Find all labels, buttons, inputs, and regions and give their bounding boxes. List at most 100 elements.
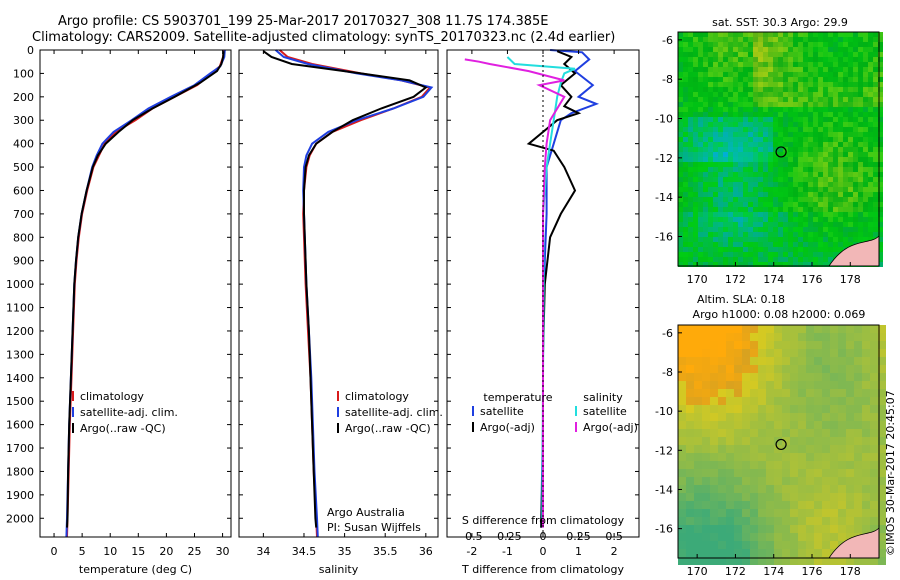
field-cell [858,167,863,172]
field-cell [862,349,870,357]
field-cell [688,217,693,222]
field-cell [878,397,886,405]
field-cell [683,57,688,62]
field-cell [833,127,838,132]
field-cell [738,207,743,212]
field-cell [808,182,813,187]
field-cell [766,365,774,373]
field-cell [808,257,813,262]
field-cell [798,67,803,72]
field-cell [782,413,790,421]
field-cell [750,509,758,517]
field-cell [742,541,750,549]
field-cell [678,509,686,517]
field-cell [838,107,843,112]
field-cell [818,102,823,107]
field-cell [790,437,798,445]
field-cell [723,197,728,202]
field-cell [803,227,808,232]
field-cell [743,262,748,267]
field-cell [726,477,734,485]
field-cell [703,42,708,47]
field-cell [823,92,828,97]
field-cell [688,192,693,197]
field-cell [868,152,873,157]
annotation-pi: PI: Susan Wijffels [327,521,421,534]
field-cell [778,232,783,237]
field-cell [806,469,814,477]
field-cell [878,97,883,102]
field-cell [798,212,803,217]
field-cell [838,485,846,493]
field-cell [878,212,883,217]
field-cell [798,102,803,107]
field-cell [678,247,683,252]
field-cell [748,247,753,252]
field-cell [718,242,723,247]
series-line-2 [262,50,428,528]
field-cell [766,509,774,517]
field-cell [723,212,728,217]
field-cell [703,107,708,112]
field-cell [778,92,783,97]
field-cell [858,207,863,212]
field-cell [803,207,808,212]
field-cell [843,162,848,167]
field-cell [763,247,768,252]
field-cell [846,437,854,445]
field-cell [788,72,793,77]
field-cell [868,172,873,177]
field-cell [678,182,683,187]
field-cell [790,469,798,477]
field-cell [723,62,728,67]
field-cell [708,257,713,262]
field-cell [773,147,778,152]
field-cell [768,217,773,222]
field-cell [718,102,723,107]
field-cell [686,557,694,565]
sla-field [678,325,886,565]
field-cell [688,32,693,37]
field-cell [868,167,873,172]
field-cell [830,493,838,501]
field-cell [813,142,818,147]
field-cell [710,413,718,421]
field-cell [733,87,738,92]
field-cell [823,102,828,107]
field-cell [763,47,768,52]
field-cell [686,549,694,557]
field-cell [743,47,748,52]
field-cell [766,421,774,429]
field-cell [848,147,853,152]
field-cell [868,102,873,107]
field-cell [863,162,868,167]
field-cell [788,87,793,92]
field-cell [748,57,753,62]
field-cell [698,32,703,37]
field-cell [822,437,830,445]
field-cell [798,445,806,453]
field-cell [873,137,878,142]
y-tick-label: 100 [13,67,34,80]
field-cell [728,162,733,167]
field-cell [788,77,793,82]
field-cell [753,147,758,152]
field-cell [688,92,693,97]
field-cell [758,137,763,142]
field-cell [870,517,878,525]
field-cell [788,112,793,117]
field-cell [798,217,803,222]
field-cell [713,192,718,197]
field-cell [806,357,814,365]
field-cell [828,222,833,227]
field-cell [683,192,688,197]
field-cell [858,62,863,67]
profile-panel-1: 34 34.5 35 35.5 36salinityclimatologysatelli… [238,49,443,576]
field-cell [798,32,803,37]
field-cell [763,152,768,157]
field-cell [678,389,686,397]
field-cell [793,157,798,162]
field-cell [790,525,798,533]
field-cell [788,202,793,207]
field-cell [803,122,808,127]
